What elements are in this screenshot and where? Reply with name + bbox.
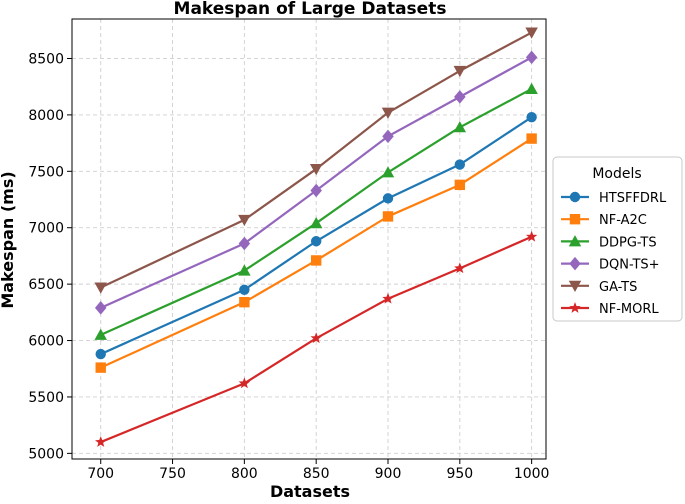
series-line-ddpg-ts (100, 87, 533, 336)
data-point-htsffdrl (310, 236, 322, 247)
legend-label-htsffdrl: HTSFFDRL (599, 191, 667, 206)
legend-item-ga-ts: GA-TS (561, 280, 637, 295)
series-line-ga-ts (100, 31, 533, 289)
series-line-htsffdrl (100, 116, 533, 356)
y-axis-label: Makespan (ms) (0, 171, 17, 308)
legend-item-nf-morl: NF-MORL (561, 302, 659, 317)
data-point-ga-ts (381, 107, 395, 119)
data-point-ddpg-ts (453, 121, 467, 133)
data-point-nf-a2c (95, 362, 106, 373)
data-point-dqn-ts- (238, 236, 251, 251)
data-point-nf-a2c (239, 296, 250, 308)
data-point-ga-ts (525, 27, 538, 39)
series-line-dqn-ts- (100, 56, 533, 309)
legend-title: Models (592, 166, 641, 182)
legend-marker-nf-morl (569, 302, 581, 313)
x-tick-label: 850 (303, 466, 330, 482)
y-tick-label: 7500 (28, 164, 64, 180)
data-point-htsffdrl (239, 284, 250, 295)
series-line-nf-morl (100, 235, 533, 444)
legend-item-nf-a2c: NF-A2C (561, 213, 647, 228)
data-point-ddpg-ts (94, 328, 107, 340)
data-point-nf-morl (310, 332, 322, 344)
data-point-ga-ts (94, 282, 107, 294)
y-tick-label: 6500 (28, 277, 64, 293)
series-layer (94, 27, 538, 447)
x-tick-label: 800 (231, 466, 258, 482)
x-tick-label: 900 (375, 466, 402, 482)
legend-item-dqn-ts-: DQN-TS+ (561, 256, 660, 273)
data-point-ddpg-ts (381, 166, 395, 178)
legend: Models HTSFFDRL NF-A2C DDPG-TS DQN-TS+ GA-TS… (552, 156, 683, 322)
x-tick-label: 1000 (514, 466, 550, 482)
data-point-nf-a2c (310, 255, 322, 266)
legend-marker-nf-a2c (569, 214, 581, 225)
data-point-htsffdrl (95, 348, 106, 360)
data-point-nf-a2c (526, 133, 537, 144)
x-axis-label: Datasets (270, 482, 350, 500)
data-point-nf-a2c (454, 179, 466, 191)
axes-layer: 700 750 800 850 900 950 1000 5000 5500 6000 6500 70… (28, 18, 550, 482)
legend-label-ddpg-ts: DDPG-TS (599, 235, 657, 250)
data-point-ddpg-ts (525, 82, 538, 94)
data-point-nf-morl (238, 377, 251, 389)
y-tick-label: 6000 (28, 334, 64, 350)
series-nf-morl (95, 230, 538, 447)
data-point-dqn-ts- (454, 90, 466, 104)
legend-label-ga-ts: GA-TS (599, 280, 637, 295)
legend-label-dqn-ts-: DQN-TS+ (599, 258, 660, 273)
plot-frame (71, 18, 547, 460)
legend-marker-ddpg-ts (568, 235, 582, 247)
series-ga-ts (94, 27, 538, 294)
legend-item-htsffdrl: HTSFFDRL (561, 191, 667, 206)
data-point-htsffdrl (454, 159, 466, 170)
data-point-htsffdrl (526, 111, 537, 123)
legend-label-nf-morl: NF-MORL (599, 302, 659, 317)
data-point-nf-morl (95, 436, 107, 447)
data-point-nf-morl (454, 262, 466, 274)
x-tick-label: 700 (87, 466, 114, 482)
series-htsffdrl (95, 111, 537, 360)
data-point-dqn-ts- (525, 50, 538, 65)
data-point-ga-ts (238, 214, 251, 227)
y-tick-label: 5500 (28, 390, 64, 406)
data-point-nf-morl (525, 230, 538, 242)
legend-marker-dqn-ts- (569, 256, 581, 271)
legend-marker-htsffdrl (569, 191, 581, 203)
legend-label-nf-a2c: NF-A2C (599, 213, 647, 228)
legend-item-ddpg-ts: DDPG-TS (561, 235, 657, 250)
data-point-nf-a2c (382, 211, 394, 222)
grid-layer (72, 19, 546, 459)
y-tick-label: 8500 (28, 51, 64, 67)
data-point-ga-ts (453, 65, 467, 78)
data-point-ga-ts (309, 164, 323, 176)
data-point-ddpg-ts (309, 216, 323, 229)
y-tick-label: 7000 (28, 221, 64, 237)
data-point-htsffdrl (382, 193, 394, 204)
x-tick-label: 950 (446, 466, 473, 482)
series-ddpg-ts (94, 82, 538, 340)
series-dqn-ts- (94, 50, 538, 315)
y-tick-label: 5000 (28, 446, 64, 462)
series-line-nf-a2c (100, 137, 533, 369)
data-point-dqn-ts- (310, 183, 322, 198)
series-nf-a2c (95, 133, 537, 373)
x-tick-label: 750 (159, 466, 186, 482)
data-point-nf-morl (382, 292, 394, 304)
legend-marker-ga-ts (568, 280, 582, 293)
data-point-dqn-ts- (382, 129, 394, 144)
data-point-ddpg-ts (238, 264, 251, 276)
data-point-dqn-ts- (94, 301, 107, 315)
y-tick-label: 8000 (28, 108, 64, 124)
chart-title: Makespan of Large Datasets (174, 0, 447, 19)
